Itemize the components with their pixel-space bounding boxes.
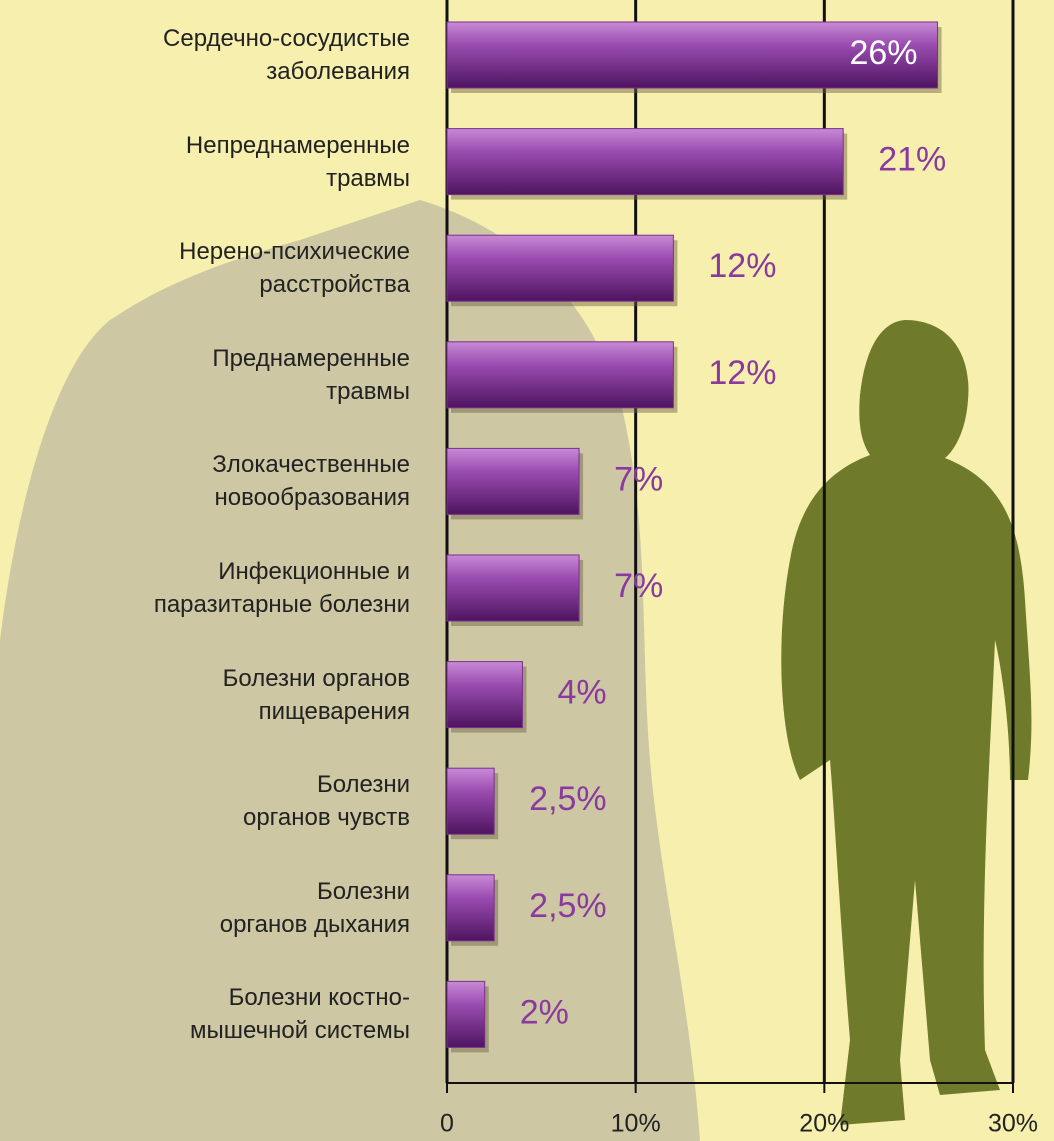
- bar: [446, 234, 674, 302]
- category-label: Сердечно-сосудистые заболевания: [163, 25, 410, 85]
- value-label: 7%: [614, 460, 663, 498]
- category-label: Болезни костно- мышечной системы: [190, 984, 410, 1045]
- bar: [446, 767, 495, 835]
- category-label: Преднамеренные травмы: [212, 344, 410, 405]
- category-label: Непреднамеренные травмы: [185, 131, 410, 192]
- x-tick-label: 10%: [611, 1110, 661, 1138]
- value-label: 21%: [878, 141, 946, 179]
- x-tick-label: 0: [440, 1110, 454, 1138]
- bar: [446, 447, 580, 515]
- category-label: Злокачественные новообразования: [212, 451, 410, 512]
- bar: [446, 661, 523, 729]
- value-label: 7%: [614, 567, 663, 605]
- man-silhouette: [781, 320, 1032, 1125]
- value-label: 2,5%: [529, 780, 607, 818]
- x-tick-label: 20%: [799, 1110, 849, 1138]
- value-label: 12%: [708, 247, 776, 285]
- bar: [446, 554, 580, 622]
- category-label: Нерено-психические расстройства: [179, 238, 410, 299]
- bar: [446, 980, 486, 1048]
- value-label: 26%: [849, 34, 917, 72]
- category-label: Инфекционные и паразитарные болезни: [153, 558, 410, 618]
- value-label: 4%: [557, 674, 606, 712]
- value-label: 12%: [708, 354, 776, 392]
- bar: [446, 128, 844, 196]
- bar: [446, 874, 495, 942]
- bar: [446, 21, 939, 89]
- value-label: 2%: [520, 993, 569, 1031]
- value-label: 2,5%: [529, 887, 607, 925]
- category-label: Болезни органов чувств: [242, 771, 410, 832]
- background-silhouette: [0, 200, 700, 1141]
- x-tick-label: 30%: [988, 1110, 1038, 1138]
- category-label: Болезни органов дыхания: [219, 877, 410, 938]
- bar: [446, 341, 674, 409]
- category-label: Болезни органов пищеварения: [222, 664, 410, 725]
